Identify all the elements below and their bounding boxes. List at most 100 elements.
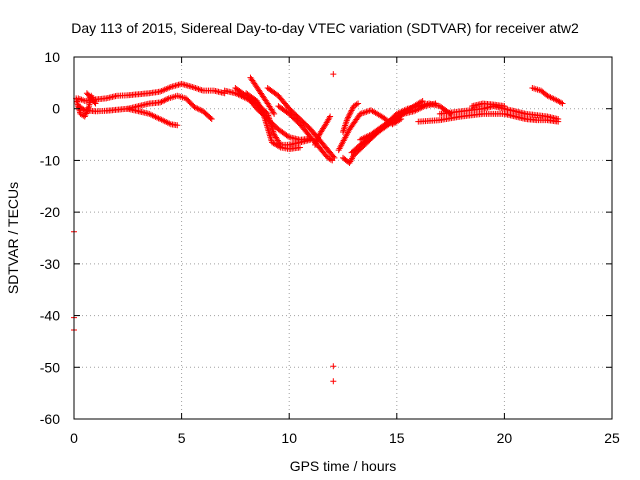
- data-point: [207, 114, 214, 121]
- x-tick-label: 5: [178, 430, 186, 446]
- data-point: [255, 100, 262, 107]
- data-point: [418, 98, 425, 105]
- data-point: [84, 106, 91, 113]
- axis-ticks: [73, 56, 613, 420]
- y-tick-label: -30: [40, 256, 60, 272]
- data-point: [82, 111, 89, 118]
- data-point: [276, 143, 283, 150]
- x-tick-label: 15: [389, 430, 405, 446]
- data-point: [208, 116, 215, 123]
- data-point: [194, 105, 201, 112]
- data-point: [312, 141, 319, 148]
- data-point: [501, 103, 508, 110]
- x-axis-label: GPS time / hours: [290, 458, 397, 474]
- data-point: [330, 363, 337, 370]
- data-point: [345, 113, 352, 120]
- data-point: [396, 116, 403, 123]
- data-point: [198, 87, 205, 94]
- data-point: [315, 134, 322, 141]
- data-point: [313, 137, 320, 144]
- data-point: [555, 116, 562, 123]
- data-point: [348, 107, 355, 114]
- data-point: [330, 378, 337, 385]
- data-point: [270, 109, 277, 116]
- data-point: [159, 98, 166, 105]
- x-tick-label: 0: [70, 430, 78, 446]
- data-point: [161, 97, 168, 104]
- data-point: [355, 100, 362, 107]
- data-point: [191, 104, 198, 111]
- data-point: [432, 100, 439, 107]
- data-point: [314, 136, 321, 143]
- grid: [74, 57, 612, 419]
- y-tick-label: -20: [40, 204, 60, 220]
- data-point: [313, 138, 320, 145]
- data-point: [559, 100, 566, 107]
- data-point: [174, 122, 181, 129]
- chart-title: Day 113 of 2015, Sidereal Day-to-day VTE…: [71, 20, 579, 36]
- data-point: [271, 110, 278, 117]
- data-point: [296, 144, 303, 151]
- data-point: [85, 104, 92, 111]
- data-point: [419, 97, 426, 104]
- data-point: [83, 90, 90, 97]
- data-point: [253, 97, 260, 104]
- data-point: [258, 106, 265, 113]
- data-point: [164, 96, 171, 103]
- data-point: [344, 116, 351, 123]
- data-point: [195, 86, 202, 93]
- data-point: [189, 83, 196, 90]
- data-point: [329, 157, 336, 164]
- data-point: [312, 140, 319, 147]
- data-point: [84, 91, 91, 98]
- data-point: [192, 85, 199, 92]
- data-point: [83, 109, 90, 116]
- data-point: [345, 114, 352, 121]
- data-point: [256, 103, 263, 110]
- data-points: [71, 71, 566, 385]
- y-axis-label: SDTVAR / TECUs: [5, 182, 21, 294]
- data-point: [257, 105, 264, 112]
- data-point: [558, 99, 565, 106]
- data-point: [259, 109, 266, 116]
- data-point: [157, 99, 164, 106]
- data-point: [258, 108, 265, 115]
- x-tick-label: 10: [281, 430, 297, 446]
- y-tick-label: -60: [40, 411, 60, 427]
- data-point: [347, 110, 354, 117]
- x-tick-label: 20: [497, 430, 513, 446]
- y-tick-label: -40: [40, 308, 60, 324]
- data-point: [346, 111, 353, 118]
- data-point: [330, 153, 337, 160]
- data-point: [81, 113, 88, 120]
- data-point: [284, 133, 291, 140]
- data-point: [192, 104, 199, 111]
- y-tick-label: 0: [52, 101, 60, 117]
- data-point: [361, 109, 368, 116]
- data-point: [162, 96, 169, 103]
- data-point: [254, 99, 261, 106]
- data-point: [256, 102, 263, 109]
- data-point: [190, 84, 197, 91]
- data-point: [330, 71, 337, 78]
- data-point: [327, 113, 334, 120]
- data-point: [347, 108, 354, 115]
- data-point: [158, 98, 165, 105]
- y-tick-label: -10: [40, 152, 60, 168]
- x-tick-labels: 0 5 10 15 20 25: [70, 430, 620, 446]
- y-tick-label: -50: [40, 359, 60, 375]
- plot-frame: [73, 56, 613, 420]
- data-point: [193, 85, 200, 92]
- data-point: [349, 106, 356, 113]
- data-point: [197, 106, 204, 113]
- data-point: [197, 86, 204, 93]
- x-tick-label: 25: [604, 430, 620, 446]
- data-point: [84, 107, 91, 114]
- y-tick-labels: 10 0 -10 -20 -30 -40 -50 -60: [40, 49, 60, 427]
- data-point: [363, 108, 370, 115]
- data-point: [195, 106, 202, 113]
- data-point: [321, 122, 328, 129]
- data-point: [353, 101, 360, 108]
- data-point: [82, 110, 89, 117]
